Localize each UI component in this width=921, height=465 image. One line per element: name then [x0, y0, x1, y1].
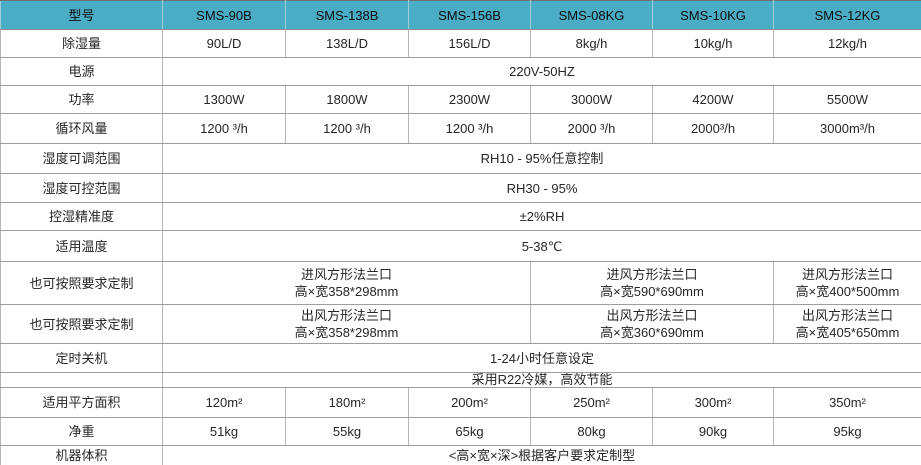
spec-cell: 80kg — [530, 417, 653, 446]
spec-cell: 350m² — [773, 387, 921, 418]
spec-cell: 138L/D — [285, 29, 409, 58]
header-cell-model: SMS-12KG — [773, 0, 921, 30]
row-label: 功率 — [0, 85, 163, 114]
spec-cell: 51kg — [162, 417, 286, 446]
spec-cell: 采用R22冷媒，高效节能 — [162, 372, 921, 388]
spec-cell: 95kg — [773, 417, 921, 446]
spec-cell: 90L/D — [162, 29, 286, 58]
spec-cell: 2000³/h — [652, 113, 774, 144]
spec-cell: 55kg — [285, 417, 409, 446]
row-label: 湿度可调范围 — [0, 143, 163, 174]
table-row: 除湿量 90L/D 138L/D 156L/D 8kg/h 10kg/h 12kg/h — [0, 29, 921, 58]
row-label: 机器体积 — [0, 445, 163, 465]
spec-cell: 8kg/h — [530, 29, 653, 58]
table-row: 也可按照要求定制 进风方形法兰口 高×宽358*298mm 进风方形法兰口 高×宽5… — [0, 261, 921, 305]
table-row: 湿度可控范围 RH30 - 95% — [0, 173, 921, 203]
table-row: 机器体积 <高×宽×深>根据客户要求定制型 — [0, 445, 921, 465]
table-row: 循环风量 1200 ³/h 1200 ³/h 1200 ³/h 2000 ³/h 2000… — [0, 113, 921, 144]
row-label: 也可按照要求定制 — [0, 304, 163, 344]
spec-cell: 4200W — [652, 85, 774, 114]
spec-cell: 5500W — [773, 85, 921, 114]
spec-cell: 1200 ³/h — [285, 113, 409, 144]
spec-cell: 2000 ³/h — [530, 113, 653, 144]
spec-cell: 156L/D — [408, 29, 531, 58]
spec-cell: 出风方形法兰口 高×宽405*650mm — [773, 304, 921, 344]
spec-cell: 65kg — [408, 417, 531, 446]
table-row: 适用温度 5-38℃ — [0, 230, 921, 262]
table-row: 控湿精准度 ±2%RH — [0, 202, 921, 231]
row-label: 电源 — [0, 57, 163, 86]
row-label: 控湿精准度 — [0, 202, 163, 231]
header-cell-model: SMS-156B — [408, 0, 531, 30]
spec-cell: 1300W — [162, 85, 286, 114]
row-label: 净重 — [0, 417, 163, 446]
row-label — [0, 372, 163, 388]
spec-cell: 220V-50HZ — [162, 57, 921, 86]
spec-cell: 进风方形法兰口 高×宽358*298mm — [162, 261, 531, 305]
spec-cell: 出风方形法兰口 高×宽358*298mm — [162, 304, 531, 344]
table-row: 定时关机 1-24小时任意设定 — [0, 343, 921, 373]
table-row: 净重 51kg 55kg 65kg 80kg 90kg 95kg — [0, 417, 921, 446]
row-label: 循环风量 — [0, 113, 163, 144]
header-cell-model: SMS-10KG — [652, 0, 774, 30]
spec-cell: 120m² — [162, 387, 286, 418]
spec-cell: 200m² — [408, 387, 531, 418]
header-cell-model: SMS-138B — [285, 0, 409, 30]
row-label: 湿度可控范围 — [0, 173, 163, 203]
spec-cell: RH30 - 95% — [162, 173, 921, 203]
spec-cell: 出风方形法兰口 高×宽360*690mm — [530, 304, 774, 344]
spec-cell: 1-24小时任意设定 — [162, 343, 921, 373]
spec-cell: 12kg/h — [773, 29, 921, 58]
table-row: 适用平方面积 120m² 180m² 200m² 250m² 300m² 350m² — [0, 387, 921, 418]
spec-cell: 1200 ³/h — [162, 113, 286, 144]
table-row: 电源 220V-50HZ — [0, 57, 921, 86]
header-cell-model: SMS-90B — [162, 0, 286, 30]
spec-cell: 300m² — [652, 387, 774, 418]
row-label: 也可按照要求定制 — [0, 261, 163, 305]
table-row: 采用R22冷媒，高效节能 — [0, 372, 921, 388]
spec-cell: RH10 - 95%任意控制 — [162, 143, 921, 174]
spec-cell: 1800W — [285, 85, 409, 114]
spec-cell: 进风方形法兰口 高×宽400*500mm — [773, 261, 921, 305]
spec-cell: 1200 ³/h — [408, 113, 531, 144]
table-row: 功率 1300W 1800W 2300W 3000W 4200W 5500W — [0, 85, 921, 114]
spec-cell: <高×宽×深>根据客户要求定制型 — [162, 445, 921, 465]
header-row: 型号 SMS-90B SMS-138B SMS-156B SMS-08KG SMS-10K… — [0, 0, 921, 30]
spec-cell: 250m² — [530, 387, 653, 418]
table-row: 也可按照要求定制 出风方形法兰口 高×宽358*298mm 出风方形法兰口 高×宽3… — [0, 304, 921, 344]
spec-cell: ±2%RH — [162, 202, 921, 231]
spec-cell: 进风方形法兰口 高×宽590*690mm — [530, 261, 774, 305]
spec-cell: 3000m³/h — [773, 113, 921, 144]
table-row: 湿度可调范围 RH10 - 95%任意控制 — [0, 143, 921, 174]
row-label: 定时关机 — [0, 343, 163, 373]
spec-cell: 180m² — [285, 387, 409, 418]
spec-cell: 3000W — [530, 85, 653, 114]
spec-cell: 5-38℃ — [162, 230, 921, 262]
header-cell-label: 型号 — [0, 0, 163, 30]
row-label: 除湿量 — [0, 29, 163, 58]
spec-cell: 90kg — [652, 417, 774, 446]
spec-cell: 10kg/h — [652, 29, 774, 58]
row-label: 适用平方面积 — [0, 387, 163, 418]
spec-cell: 2300W — [408, 85, 531, 114]
header-cell-model: SMS-08KG — [530, 0, 653, 30]
row-label: 适用温度 — [0, 230, 163, 262]
